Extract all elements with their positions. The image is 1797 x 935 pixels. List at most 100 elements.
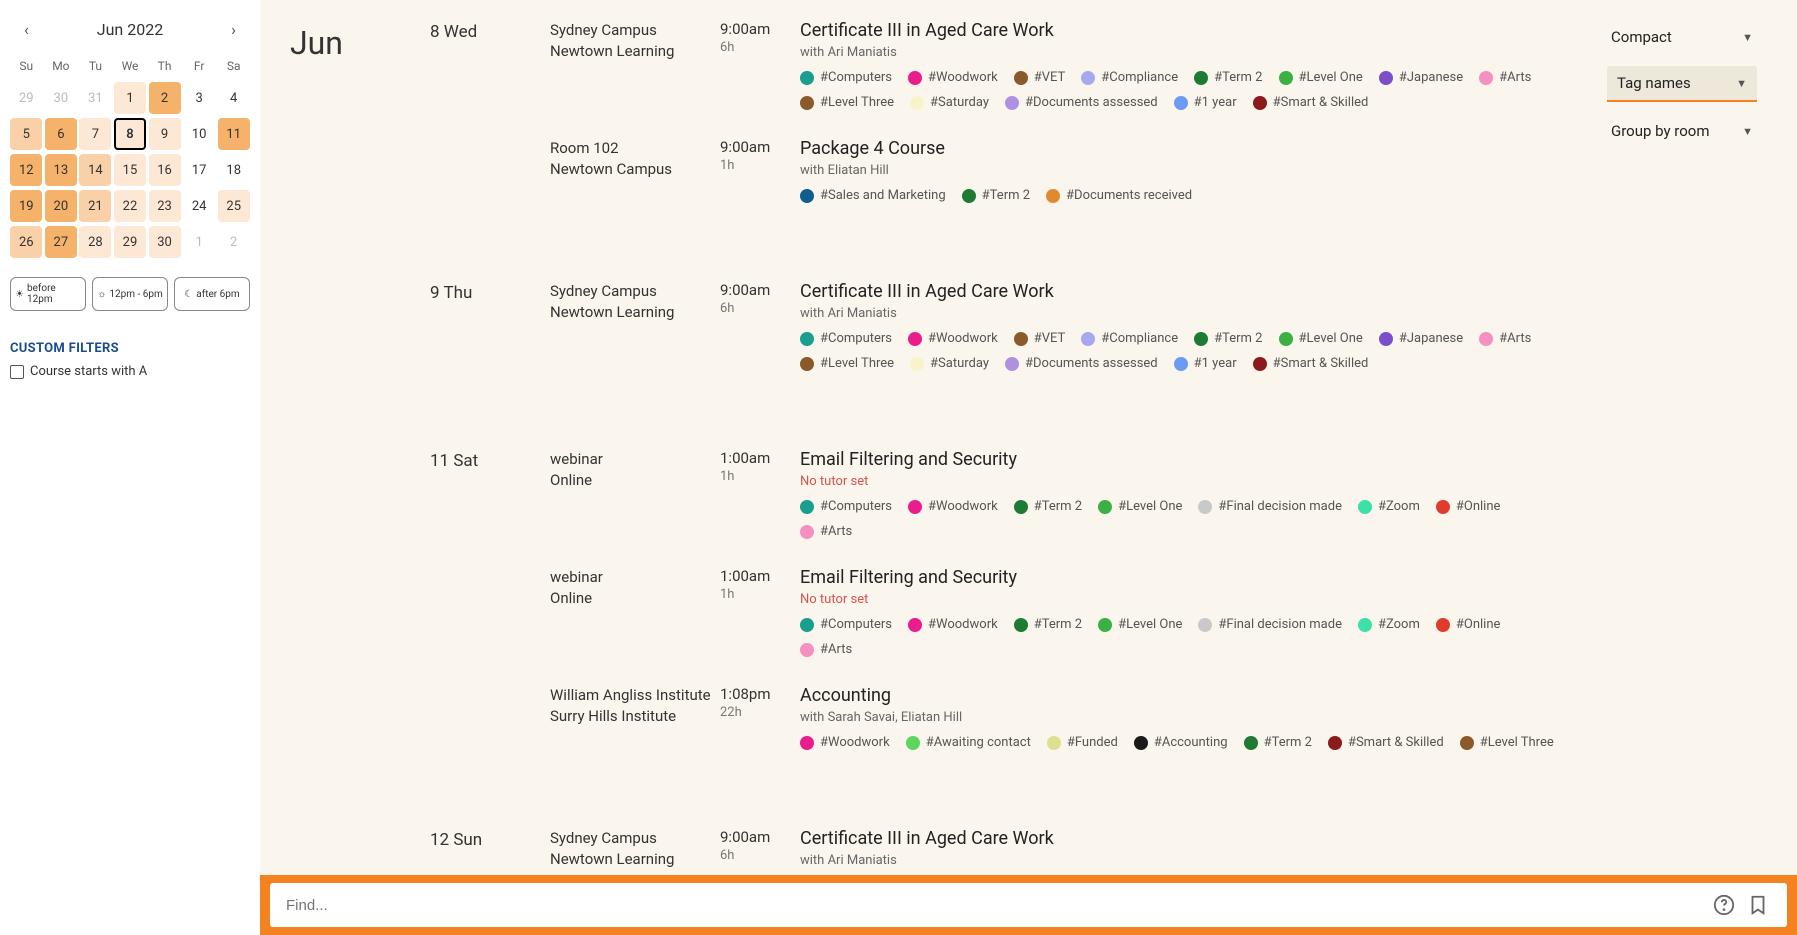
bookmark-icon[interactable] xyxy=(1747,894,1769,916)
tag[interactable]: #Level Three xyxy=(800,95,894,110)
tag[interactable]: #Funded xyxy=(1047,735,1118,750)
session-row[interactable]: Sydney CampusNewtown Learning9:00am6hCer… xyxy=(550,281,1567,371)
tag[interactable]: #Level Three xyxy=(1460,735,1554,750)
tag[interactable]: #Computers xyxy=(800,617,892,632)
tag[interactable]: #Term 2 xyxy=(1194,70,1262,85)
group-by-dropdown[interactable]: Group by room▼ xyxy=(1607,116,1757,146)
tag[interactable]: #Compliance xyxy=(1081,331,1178,346)
tag[interactable]: #VET xyxy=(1014,70,1066,85)
calendar-day[interactable]: 3 xyxy=(183,82,215,114)
filter-after-6pm[interactable]: ☾after 6pm xyxy=(174,277,250,311)
calendar-day[interactable]: 17 xyxy=(183,154,215,186)
tag[interactable]: #Saturday xyxy=(910,356,989,371)
tag[interactable]: #Awaiting contact xyxy=(906,735,1031,750)
filter-before-12pm[interactable]: ☀before 12pm xyxy=(10,277,86,311)
tag[interactable]: #Final decision made xyxy=(1198,617,1342,632)
tag[interactable]: #Term 2 xyxy=(1244,735,1312,750)
calendar-day[interactable]: 29 xyxy=(114,226,146,258)
tag[interactable]: #Zoom xyxy=(1358,617,1420,632)
calendar-day[interactable]: 9 xyxy=(149,118,181,150)
calendar-day[interactable]: 24 xyxy=(183,190,215,222)
tag[interactable]: #Saturday xyxy=(910,95,989,110)
calendar-day[interactable]: 15 xyxy=(114,154,146,186)
tag[interactable]: #Documents received xyxy=(1046,188,1192,203)
tag[interactable]: #Final decision made xyxy=(1198,499,1342,514)
calendar-day[interactable]: 7 xyxy=(79,118,111,150)
tag[interactable]: #Computers xyxy=(800,70,892,85)
tag[interactable]: #Documents assessed xyxy=(1005,95,1158,110)
tag[interactable]: #Level One xyxy=(1279,70,1363,85)
session-row[interactable]: webinarOnline1:00am1hEmail Filtering and… xyxy=(550,567,1567,657)
tag[interactable]: #Accounting xyxy=(1134,735,1228,750)
checkbox-icon[interactable] xyxy=(10,365,24,379)
calendar-day[interactable]: 27 xyxy=(45,226,77,258)
calendar-day[interactable]: 26 xyxy=(10,226,42,258)
help-icon[interactable] xyxy=(1713,894,1735,916)
calendar-day[interactable]: 6 xyxy=(45,118,77,150)
tag[interactable]: #Woodwork xyxy=(908,331,998,346)
tag[interactable]: #Term 2 xyxy=(962,188,1030,203)
tag[interactable]: #Woodwork xyxy=(800,735,890,750)
calendar-day[interactable]: 30 xyxy=(45,82,77,114)
tag[interactable]: #1 year xyxy=(1174,95,1237,110)
tag[interactable]: #Online xyxy=(1436,499,1501,514)
calendar-day[interactable]: 10 xyxy=(183,118,215,150)
custom-filter-item[interactable]: Course starts with A xyxy=(10,364,250,379)
tag[interactable]: #Arts xyxy=(800,642,852,657)
tag[interactable]: #Term 2 xyxy=(1194,331,1262,346)
tag[interactable]: #Zoom xyxy=(1358,499,1420,514)
filter-12pm-6pm[interactable]: ☼12pm - 6pm xyxy=(92,277,168,311)
tag[interactable]: #Woodwork xyxy=(908,70,998,85)
calendar-day[interactable]: 25 xyxy=(218,190,250,222)
calendar-day[interactable]: 16 xyxy=(149,154,181,186)
calendar-day[interactable]: 28 xyxy=(79,226,111,258)
search-input[interactable] xyxy=(270,883,1787,927)
tag[interactable]: #1 year xyxy=(1174,356,1237,371)
calendar-day[interactable]: 14 xyxy=(79,154,111,186)
calendar-day[interactable]: 8 xyxy=(114,118,146,150)
calendar-day[interactable]: 1 xyxy=(183,226,215,258)
calendar-day[interactable]: 12 xyxy=(10,154,42,186)
tag[interactable]: #Level Three xyxy=(800,356,894,371)
tag[interactable]: #Level One xyxy=(1098,617,1182,632)
calendar-day[interactable]: 29 xyxy=(10,82,42,114)
calendar-day[interactable]: 5 xyxy=(10,118,42,150)
calendar-day[interactable]: 30 xyxy=(149,226,181,258)
session-row[interactable]: William Angliss InstituteSurry Hills Ins… xyxy=(550,685,1567,750)
tag[interactable]: #Japanese xyxy=(1379,331,1463,346)
next-month-button[interactable]: › xyxy=(227,16,240,43)
calendar-day[interactable]: 31 xyxy=(79,82,111,114)
session-row[interactable]: Room 102Newtown Campus9:00am1hPackage 4 … xyxy=(550,138,1567,203)
tag[interactable]: #Computers xyxy=(800,331,892,346)
calendar-day[interactable]: 21 xyxy=(79,190,111,222)
tag[interactable]: #Woodwork xyxy=(908,499,998,514)
calendar-day[interactable]: 4 xyxy=(218,82,250,114)
tag[interactable]: #Documents assessed xyxy=(1005,356,1158,371)
calendar-day[interactable]: 18 xyxy=(218,154,250,186)
tag[interactable]: #Online xyxy=(1436,617,1501,632)
tag[interactable]: #Term 2 xyxy=(1014,617,1082,632)
tag[interactable]: #Arts xyxy=(1479,331,1531,346)
calendar-day[interactable]: 11 xyxy=(218,118,250,150)
prev-month-button[interactable]: ‹ xyxy=(20,16,33,43)
tag[interactable]: #Smart & Skilled xyxy=(1253,356,1369,371)
tag[interactable]: #Compliance xyxy=(1081,70,1178,85)
tag[interactable]: #Woodwork xyxy=(908,617,998,632)
session-row[interactable]: webinarOnline1:00am1hEmail Filtering and… xyxy=(550,449,1567,539)
tag[interactable]: #Sales and Marketing xyxy=(800,188,946,203)
tag[interactable]: #Smart & Skilled xyxy=(1253,95,1369,110)
tag[interactable]: #Arts xyxy=(800,524,852,539)
calendar-day[interactable]: 2 xyxy=(149,82,181,114)
tag[interactable]: #Arts xyxy=(1479,70,1531,85)
tag[interactable]: #Smart & Skilled xyxy=(1328,735,1444,750)
calendar-day[interactable]: 23 xyxy=(149,190,181,222)
calendar-day[interactable]: 2 xyxy=(218,226,250,258)
tag-names-dropdown[interactable]: Tag names▼ xyxy=(1607,66,1757,102)
calendar-day[interactable]: 20 xyxy=(45,190,77,222)
calendar-day[interactable]: 22 xyxy=(114,190,146,222)
calendar-day[interactable]: 13 xyxy=(45,154,77,186)
tag[interactable]: #Level One xyxy=(1279,331,1363,346)
calendar-day[interactable]: 19 xyxy=(10,190,42,222)
calendar-day[interactable]: 1 xyxy=(114,82,146,114)
tag[interactable]: #Japanese xyxy=(1379,70,1463,85)
